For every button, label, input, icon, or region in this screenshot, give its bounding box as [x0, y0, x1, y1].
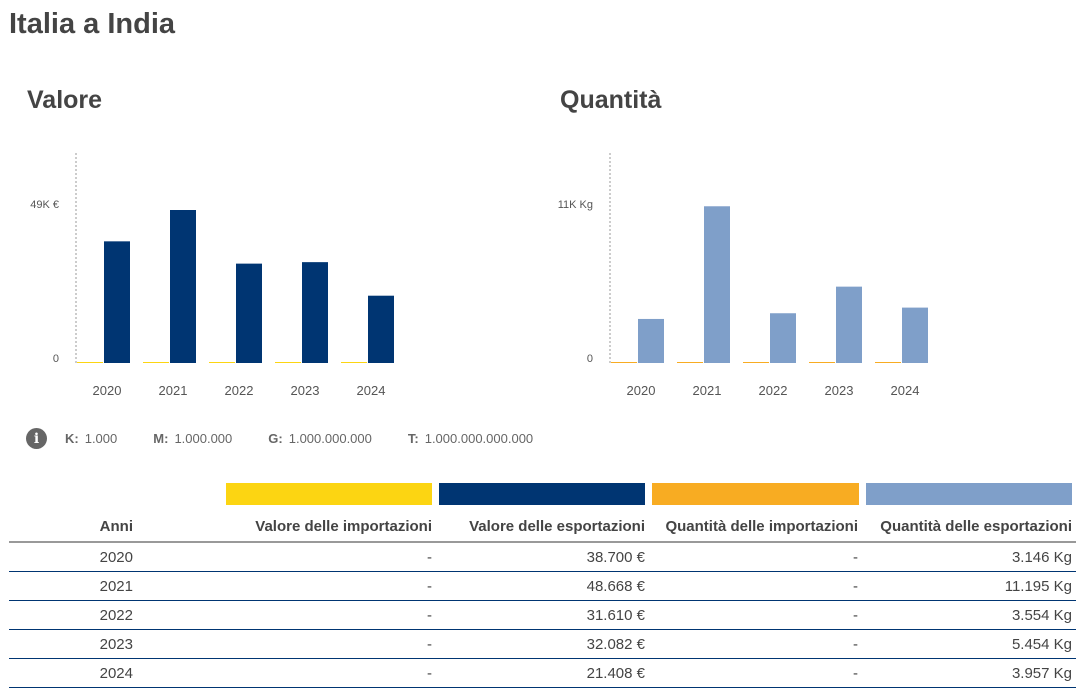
table-cell: - [649, 571, 862, 601]
header-export-qty: Quantità delle esportazioni [862, 512, 1076, 543]
table-cell: - [137, 629, 436, 659]
table-cell: - [649, 600, 862, 630]
table-cell: 31.610 € [436, 600, 649, 630]
table-cell: - [137, 600, 436, 630]
table-row: 2021-48.668 € -11.195 Kg [9, 571, 1076, 601]
legend-swatch-export-qty [866, 483, 1072, 505]
bar-export-2024 [902, 307, 928, 363]
bar-export-2022 [770, 313, 796, 363]
data-table: Anni Valore delle importazioni Valore de… [9, 512, 1076, 688]
bar-export-2022 [236, 263, 262, 363]
x-tick-label: 2021 [159, 383, 188, 398]
unit-key: G: [268, 431, 283, 446]
table-cell: 2020 [9, 542, 137, 572]
bar-export-2023 [302, 262, 328, 363]
unit-value: 1.000.000.000.000 [424, 431, 534, 446]
x-tick-label: 2020 [627, 383, 656, 398]
x-tick-label: 2020 [93, 383, 122, 398]
bar-import-2022 [209, 362, 235, 363]
header-import-value: Valore delle importazioni [137, 512, 436, 543]
table-cell: 3.957 Kg [862, 658, 1076, 688]
table-cell: - [137, 542, 436, 572]
unit-value: 1.000 [84, 431, 118, 446]
table-cell: - [137, 658, 436, 688]
x-tick-label: 2021 [693, 383, 722, 398]
bar-export-2020 [104, 241, 130, 363]
bar-import-2023 [809, 362, 835, 363]
bar-export-2021 [704, 206, 730, 363]
legend-swatch-import-qty [652, 483, 859, 505]
table-cell: 5.454 Kg [862, 629, 1076, 659]
table-cell: 3.146 Kg [862, 542, 1076, 572]
table-cell: 11.195 Kg [862, 571, 1076, 601]
table-cell: 2023 [9, 629, 137, 659]
unit-key: M: [153, 431, 169, 446]
table-cell: 21.408 € [436, 658, 649, 688]
bar-export-2020 [638, 318, 664, 363]
table-row: 2020-38.700 € -3.146 Kg [9, 542, 1076, 572]
bar-export-2021 [170, 210, 196, 363]
x-tick-label: 2023 [825, 383, 854, 398]
table-cell: 3.554 Kg [862, 600, 1076, 630]
x-tick-label: 2024 [891, 383, 920, 398]
bar-import-2020 [611, 362, 637, 363]
header-export-value: Valore delle esportazioni [436, 512, 649, 543]
x-tick-label: 2022 [759, 383, 788, 398]
table-cell: 2024 [9, 658, 137, 688]
y-tick-label: 0 [53, 353, 59, 365]
y-tick-label: 0 [587, 353, 593, 365]
bar-import-2022 [743, 362, 769, 363]
chart-title-valore: Valore [27, 86, 103, 114]
x-tick-label: 2024 [357, 383, 386, 398]
y-tick-label: 11K Kg [558, 199, 593, 211]
info-icon[interactable]: i [26, 428, 47, 449]
bar-export-2024 [368, 295, 394, 363]
header-anni: Anni [9, 512, 137, 543]
unit-key: K: [65, 431, 79, 446]
valore-chart: 0 49K € 2020 2021 2022 2023 2024 [30, 153, 394, 398]
bar-import-2024 [341, 362, 367, 363]
unit-value: 1.000.000 [174, 431, 233, 446]
y-tick-label: 49K € [30, 199, 59, 211]
table-cell: - [649, 629, 862, 659]
page-title: Italia a India [9, 8, 175, 40]
x-tick-label: 2023 [291, 383, 320, 398]
unit-value: 1.000.000.000 [288, 431, 372, 446]
table-cell: - [649, 658, 862, 688]
unit-legend: i K: 1.000 M: 1.000.000 G: 1.000.000.000 T:… [26, 428, 569, 449]
table-cell: 48.668 € [436, 571, 649, 601]
chart-title-quantita: Quantità [560, 86, 662, 114]
table-cell: - [649, 542, 862, 572]
quantita-chart: 0 11K Kg 2020 2021 2022 2023 2024 [558, 153, 928, 398]
header-import-qty: Quantità delle importazioni [649, 512, 862, 543]
bar-import-2021 [143, 362, 169, 363]
unit-key: T: [407, 431, 419, 446]
bar-export-2023 [836, 286, 862, 363]
table-cell: 2022 [9, 600, 137, 630]
table-header-row: Anni Valore delle importazioni Valore de… [9, 512, 1076, 543]
table-row: 2024-21.408 € -3.957 Kg [9, 658, 1076, 688]
table-row: 2023-32.082 € -5.454 Kg [9, 629, 1076, 659]
legend-swatch-import-value [226, 483, 432, 505]
table-cell: 32.082 € [436, 629, 649, 659]
table-cell: 2021 [9, 571, 137, 601]
bar-import-2021 [677, 362, 703, 363]
bar-import-2023 [275, 362, 301, 363]
bar-import-2020 [77, 362, 103, 363]
bar-import-2024 [875, 362, 901, 363]
legend-swatch-export-value [439, 483, 645, 505]
table-row: 2022-31.610 € -3.554 Kg [9, 600, 1076, 630]
x-tick-label: 2022 [225, 383, 254, 398]
table-cell: - [137, 571, 436, 601]
table-cell: 38.700 € [436, 542, 649, 572]
